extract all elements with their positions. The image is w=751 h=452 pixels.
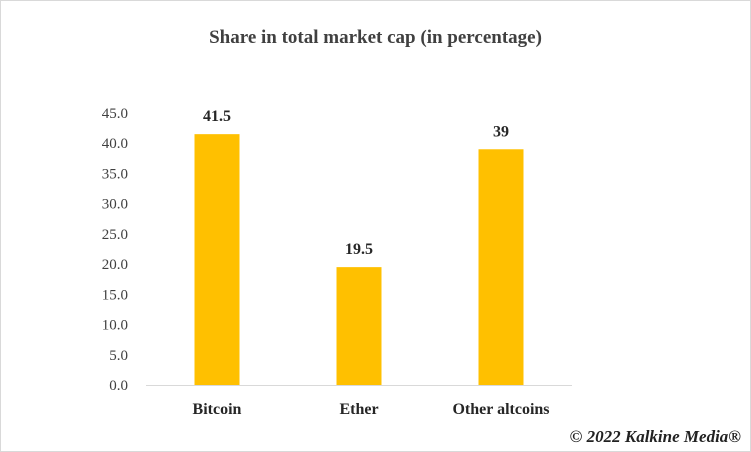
chart-title: Share in total market cap (in percentage… — [209, 27, 542, 48]
y-tick-label: 20.0 — [102, 257, 128, 273]
bar — [194, 134, 240, 385]
copyright-credit: © 2022 Kalkine Media® — [569, 427, 741, 446]
y-tick-label: 15.0 — [102, 287, 128, 303]
data-label: 41.5 — [203, 108, 231, 125]
data-label: 39 — [493, 123, 509, 140]
data-label: 19.5 — [345, 241, 373, 258]
x-category-label: Ether — [339, 401, 378, 418]
x-category-label: Other altcoins — [452, 401, 549, 418]
bar — [478, 149, 524, 385]
y-tick-label: 45.0 — [102, 106, 128, 122]
y-tick-label: 40.0 — [102, 136, 128, 152]
y-tick-label: 30.0 — [102, 197, 128, 213]
y-tick-label: 5.0 — [109, 348, 128, 364]
y-tick-label: 0.0 — [109, 378, 128, 394]
y-tick-label: 10.0 — [102, 318, 128, 334]
y-tick-label: 25.0 — [102, 227, 128, 243]
bar — [336, 267, 382, 385]
x-category-label: Bitcoin — [193, 401, 242, 418]
y-tick-label: 35.0 — [102, 166, 128, 182]
